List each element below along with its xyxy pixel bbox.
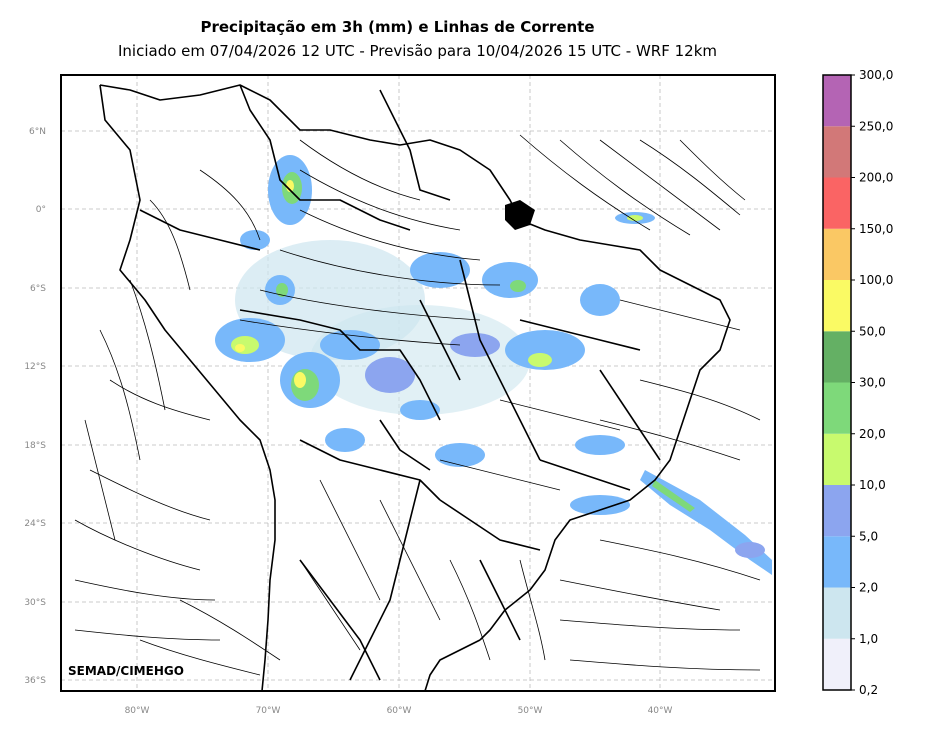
credit-label: SEMAD/CIMEHGO <box>68 664 184 678</box>
lat-label: 0° <box>36 205 46 215</box>
lat-label: 24°S <box>24 519 46 529</box>
colorbar-swatch <box>823 638 851 690</box>
map-subtitle: Iniciado em 07/04/2026 12 UTC - Previsão… <box>117 42 718 60</box>
colorbar-swatch <box>823 331 851 383</box>
longitude-labels: 80°W 70°W 60°W 50°W 40°W <box>125 706 673 716</box>
colorbar-label: 1,0 <box>859 632 878 646</box>
colorbar-swatch <box>823 587 851 639</box>
lon-label: 70°W <box>256 706 281 716</box>
lat-label: 18°S <box>24 441 46 451</box>
colorbar-label: 150,0 <box>859 222 893 236</box>
colorbar-label: 300,0 <box>859 68 893 82</box>
lat-label: 30°S <box>24 598 46 608</box>
colorbar: 0,2 1,0 2,0 5,0 10,0 20,0 30,0 50,0 100,0 150,0 20… <box>822 68 893 697</box>
colorbar-swatch <box>823 536 851 588</box>
colorbar-label: 250,0 <box>859 119 893 133</box>
lat-label: 36°S <box>24 676 46 686</box>
precipitation-field <box>215 155 772 575</box>
lat-label: 6°N <box>29 127 46 137</box>
lat-label: 12°S <box>24 362 46 372</box>
map-frame <box>60 74 776 692</box>
lon-label: 50°W <box>518 706 543 716</box>
colorbar-swatch <box>823 280 851 332</box>
colorbar-swatch <box>823 177 851 229</box>
colorbar-label: 200,0 <box>859 171 893 185</box>
colorbar-label: 0,2 <box>859 683 878 697</box>
colorbar-swatch <box>823 382 851 434</box>
colorbar-swatch <box>823 433 851 485</box>
colorbar-label: 10,0 <box>859 478 886 492</box>
colorbar-label: 50,0 <box>859 324 886 338</box>
colorbar-swatch <box>823 228 851 280</box>
lon-label: 80°W <box>125 706 150 716</box>
map-title: Precipitação em 3h (mm) e Linhas de Corr… <box>200 18 595 36</box>
lat-label: 6°S <box>30 284 46 294</box>
colorbar-label: 20,0 <box>859 427 886 441</box>
colorbar-label: 30,0 <box>859 376 886 390</box>
boundaries <box>99 84 731 691</box>
colorbar-label: 2,0 <box>859 581 878 595</box>
lon-label: 40°W <box>648 706 673 716</box>
colorbar-swatch <box>823 126 851 178</box>
streamlines <box>74 134 761 676</box>
latitude-labels: 6°N 0° 6°S 12°S 18°S 24°S 30°S 36°S <box>24 127 46 686</box>
island-marker <box>505 200 535 230</box>
colorbar-swatch <box>823 75 851 127</box>
colorbar-label: 5,0 <box>859 529 878 543</box>
colorbar-label: 100,0 <box>859 273 893 287</box>
colorbar-swatch <box>823 485 851 537</box>
lon-label: 60°W <box>387 706 412 716</box>
